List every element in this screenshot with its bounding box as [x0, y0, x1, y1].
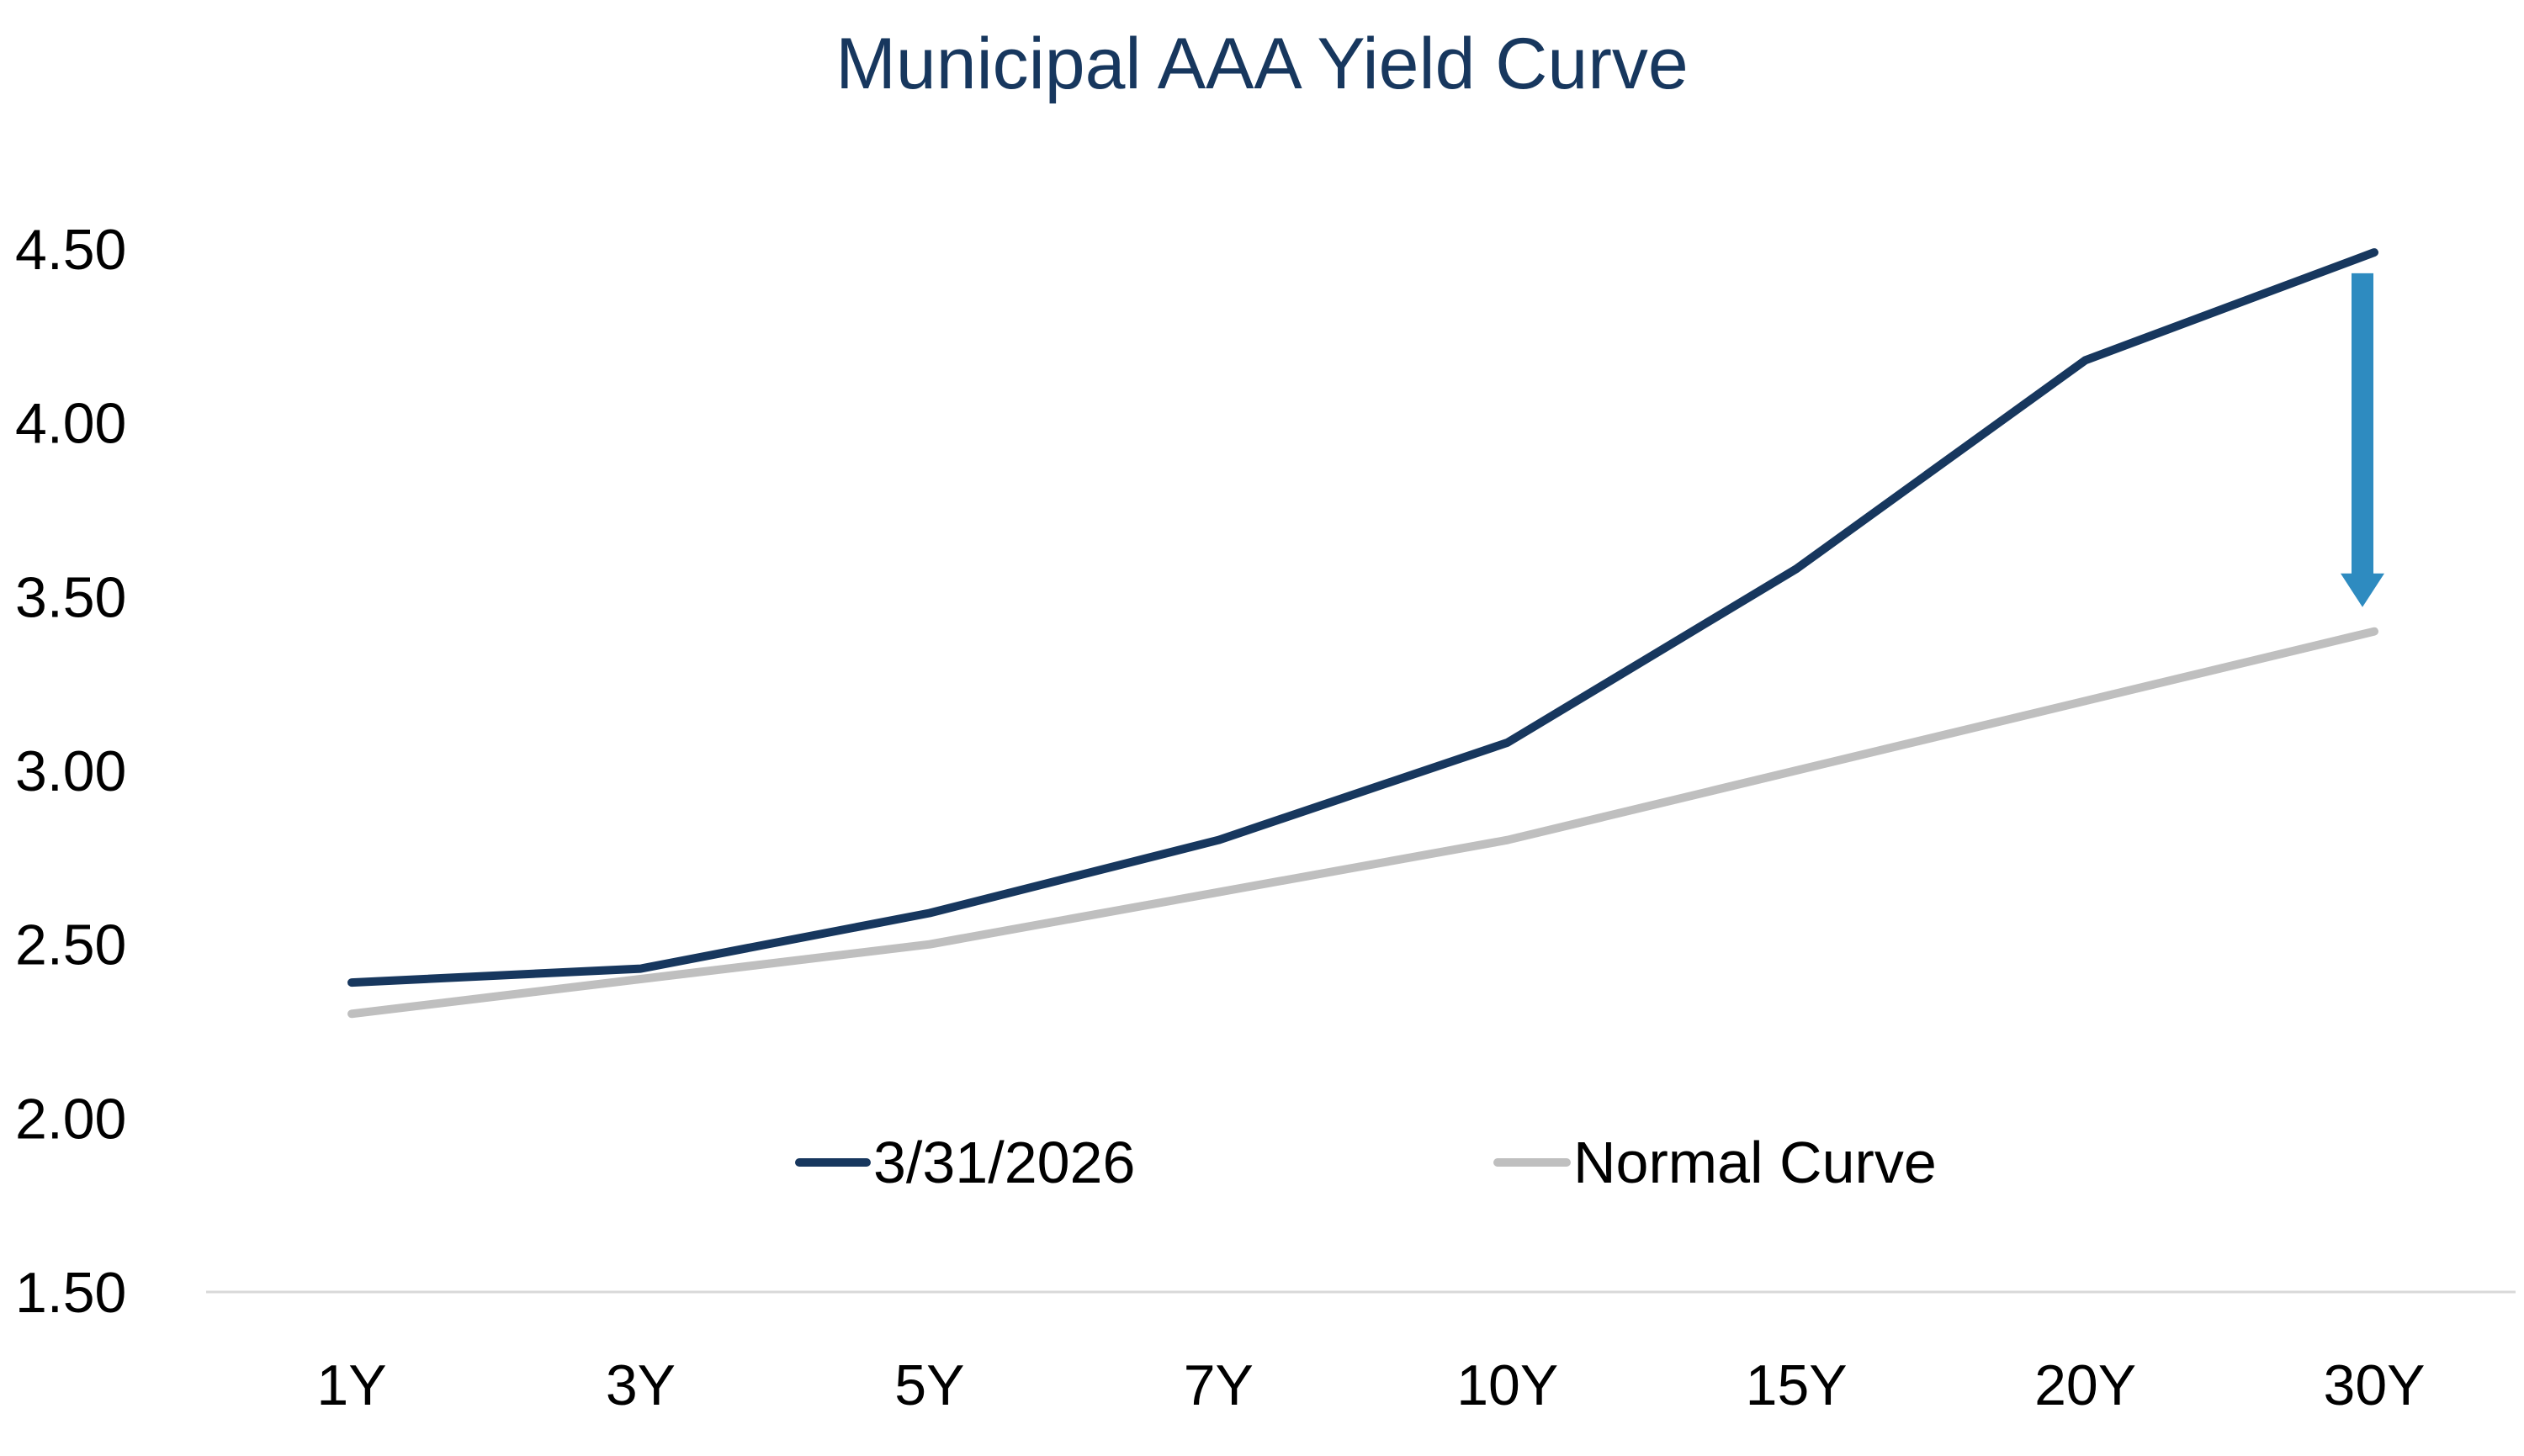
- x-axis-ticks: 1Y 3Y 5Y 7Y 10Y 15Y 20Y 30Y: [316, 1353, 2425, 1417]
- x-tick-label: 3Y: [606, 1353, 676, 1417]
- chart-title: Municipal AAA Yield Curve: [835, 24, 1688, 104]
- y-tick-label: 3.00: [15, 739, 126, 803]
- x-tick-label: 5Y: [894, 1353, 964, 1417]
- x-tick-label: 15Y: [1746, 1353, 1848, 1417]
- y-axis-ticks: 4.50 4.00 3.50 3.00 2.50 2.00 1.50: [15, 218, 126, 1325]
- x-tick-label: 30Y: [2324, 1353, 2426, 1417]
- y-tick-label: 4.50: [15, 218, 126, 282]
- legend-label: 3/31/2026: [873, 1130, 1135, 1195]
- y-tick-label: 4.00: [15, 392, 126, 456]
- y-tick-label: 2.50: [15, 913, 126, 977]
- y-tick-label: 3.50: [15, 565, 126, 629]
- y-tick-label: 2.00: [15, 1087, 126, 1151]
- x-tick-label: 10Y: [1456, 1353, 1558, 1417]
- x-tick-label: 20Y: [2034, 1353, 2136, 1417]
- legend-label: Normal Curve: [1573, 1130, 1937, 1195]
- series-line-normal-curve: [347, 627, 2378, 1019]
- chart-legend: 3/31/2026 Normal Curve: [795, 1130, 1937, 1195]
- x-tick-label: 7Y: [1184, 1353, 1254, 1417]
- series-lines: [347, 248, 2378, 1019]
- arrow-head: [2341, 573, 2384, 607]
- series-line-current: [347, 248, 2378, 987]
- down-arrow-annotation: [2341, 273, 2384, 607]
- y-tick-label: 1.50: [15, 1261, 126, 1325]
- x-tick-label: 1Y: [316, 1353, 386, 1417]
